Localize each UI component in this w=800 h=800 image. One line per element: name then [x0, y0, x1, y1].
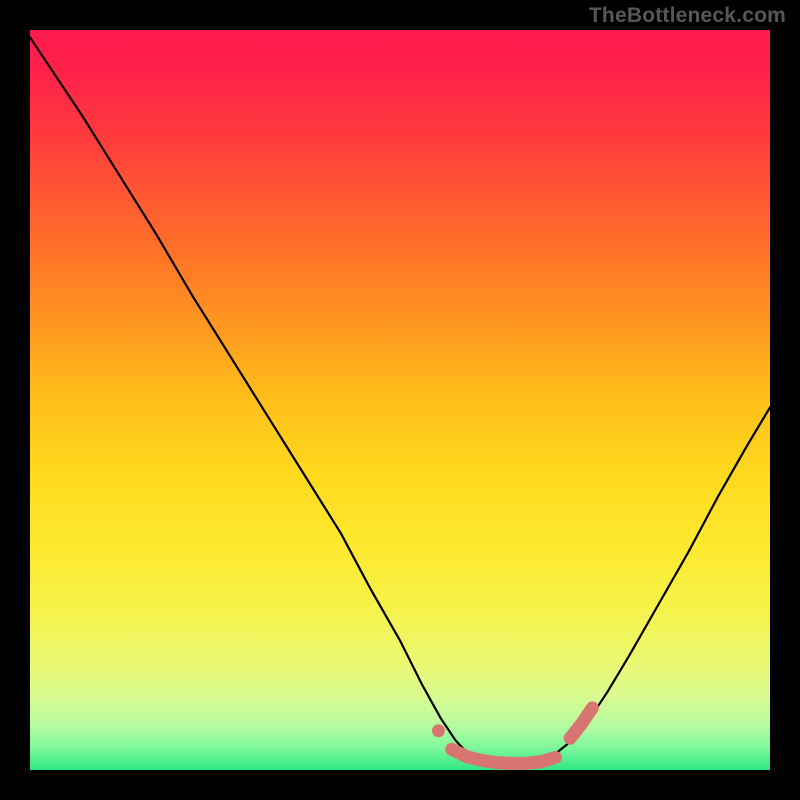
marker-dot-left [432, 724, 445, 737]
watermark-text: TheBottleneck.com [589, 4, 786, 28]
gradient-background [30, 30, 770, 770]
chart-svg [0, 0, 800, 800]
chart-stage: TheBottleneck.com [0, 0, 800, 800]
